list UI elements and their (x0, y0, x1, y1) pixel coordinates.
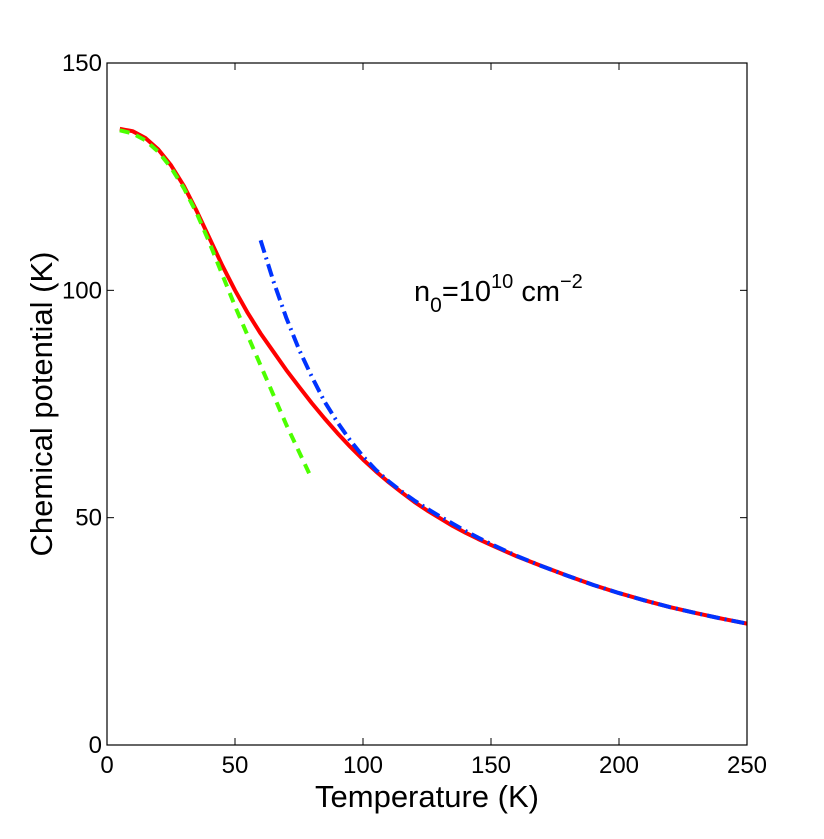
y-tick-label: 50 (75, 505, 102, 532)
series-layer (119, 126, 748, 626)
annotation-base: n (414, 276, 430, 308)
annotation-subscript: 0 (430, 294, 442, 317)
density-annotation: n0=1010 cm−2 (414, 271, 583, 317)
plot-background (107, 63, 747, 745)
annotation-unit: cm (513, 276, 560, 308)
series-line-dashdot (258, 239, 748, 626)
x-tick-label: 250 (727, 752, 767, 779)
x-axis-ticks: 0 50 100 150 200 250 (100, 63, 767, 779)
x-axis-label: Temperature (K) (315, 779, 539, 814)
annotation-superscript-exponent: 10 (491, 271, 513, 293)
annotation-middle: =10 (442, 276, 491, 308)
y-tick-label: 150 (62, 50, 102, 77)
x-tick-label: 0 (100, 752, 113, 779)
x-tick-label: 100 (343, 752, 383, 779)
x-tick-label: 200 (599, 752, 639, 779)
x-tick-label: 50 (222, 752, 249, 779)
y-tick-label: 100 (62, 277, 102, 304)
annotation-superscript-unit: −2 (560, 271, 583, 293)
y-tick-label: 0 (89, 732, 102, 759)
y-axis-label: Chemical potential (K) (24, 252, 59, 557)
x-tick-label: 150 (471, 752, 511, 779)
series-line-dashed (119, 128, 314, 480)
plot-frame (106, 62, 748, 746)
